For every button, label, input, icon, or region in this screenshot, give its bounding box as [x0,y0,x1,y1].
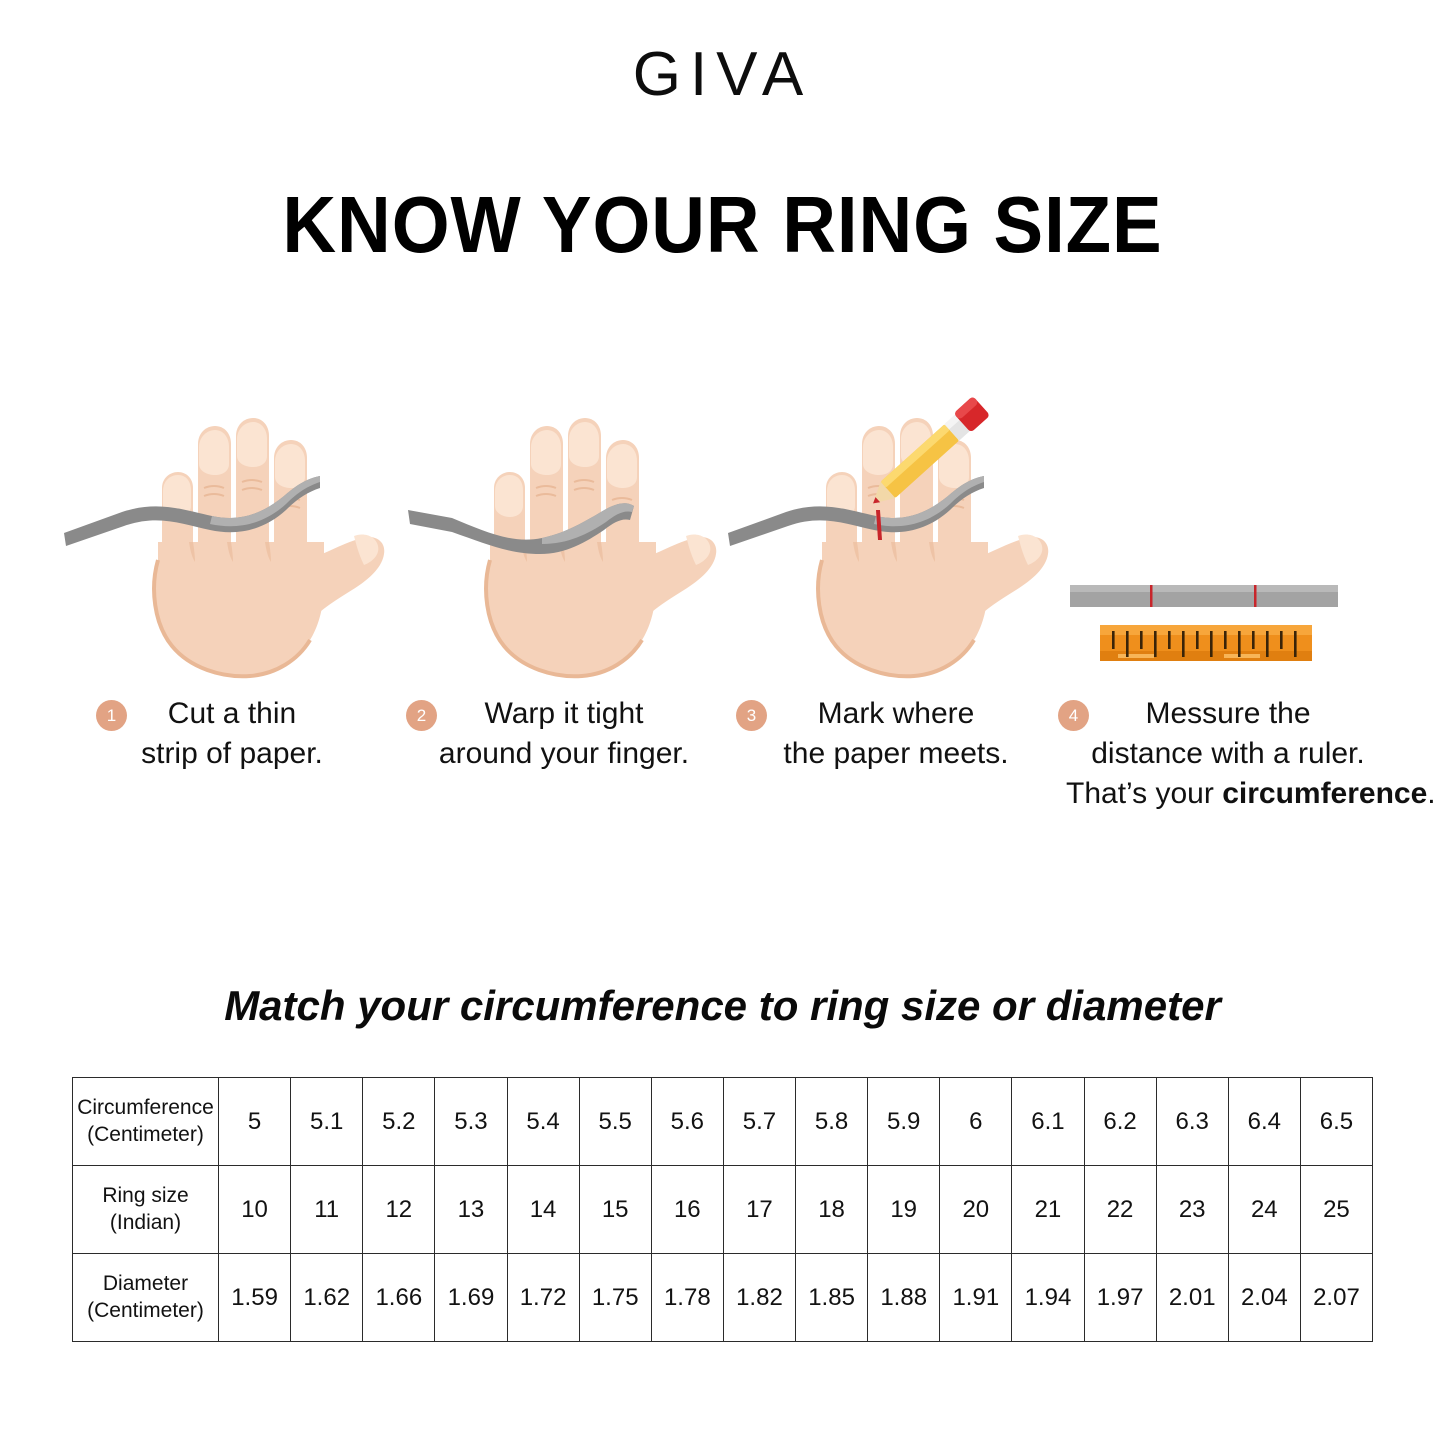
row-label-circumference-line2: (Centimeter) [87,1122,204,1146]
cell-diameter-3: 1.69 [434,1253,508,1342]
step-3-line-2: the paper meets. [783,736,1009,770]
cell-ring-size-9: 19 [867,1165,941,1254]
row-label-ring-size-line2: (Indian) [109,1210,182,1234]
cell-ring-size-5: 15 [578,1165,652,1254]
cell-diameter-14: 2.04 [1227,1253,1301,1342]
cell-diameter-5: 1.75 [578,1253,652,1342]
cell-circumference-5: 5.5 [578,1077,652,1166]
hand-with-pencil-mark-illustration [726,392,1058,684]
cell-diameter-15: 2.07 [1299,1253,1374,1342]
step-3-caption: 3 Mark where the paper meets. [726,694,1058,774]
row-label-ring-size-line1: Ring size [102,1183,189,1207]
hand-with-wrapped-strip-illustration [394,392,726,684]
cell-circumference-9: 5.9 [867,1077,941,1166]
step-3-badge: 3 [736,700,767,731]
step-2-badge: 2 [406,700,437,731]
cell-diameter-11: 1.94 [1011,1253,1085,1342]
step-2-line-2: around your finger. [438,736,690,770]
cell-circumference-12: 6.2 [1083,1077,1157,1166]
cell-diameter-2: 1.66 [362,1253,436,1342]
step-2-caption: 2 Warp it tight around your finger. [394,694,726,774]
cell-ring-size-11: 21 [1011,1165,1085,1254]
step-2: 2 Warp it tight around your finger. [394,392,726,774]
cell-circumference-8: 5.8 [794,1077,869,1166]
step-1: 1 Cut a thin strip of paper. [62,392,394,774]
table-body: Circumference (Centimeter) 5 5.1 5.2 5.3… [72,1077,1374,1342]
cell-ring-size-8: 18 [794,1165,869,1254]
cell-circumference-11: 6.1 [1011,1077,1085,1166]
hand-with-paper-strip-illustration [62,392,394,684]
step-1-badge: 1 [96,700,127,731]
step-3-line-1: Mark where [817,697,975,730]
row-label-circumference: Circumference (Centimeter) [72,1077,219,1166]
cell-circumference-2: 5.2 [362,1077,436,1166]
cell-ring-size-3: 13 [434,1165,508,1254]
cell-circumference-4: 5.4 [506,1077,580,1166]
cell-ring-size-7: 17 [722,1165,797,1254]
step-4-line-1: Messure the [1145,697,1311,730]
step-1-caption: 1 Cut a thin strip of paper. [62,694,394,774]
cell-diameter-8: 1.85 [794,1253,869,1342]
row-label-diameter-line1: Diameter [102,1271,189,1295]
row-label-circumference-line1: Circumference [77,1095,214,1119]
cell-circumference-7: 5.7 [722,1077,797,1166]
cell-ring-size-1: 11 [290,1165,364,1254]
cell-circumference-13: 6.3 [1155,1077,1229,1166]
cell-ring-size-2: 12 [362,1165,436,1254]
steps-row: 1 Cut a thin strip of paper. [62,392,1436,814]
table-row-circumference: Circumference (Centimeter) 5 5.1 5.2 5.3… [72,1077,1374,1166]
cell-diameter-1: 1.62 [290,1253,364,1342]
cell-diameter-6: 1.78 [650,1253,724,1342]
cell-diameter-0: 1.59 [217,1253,292,1342]
cell-ring-size-4: 14 [506,1165,580,1254]
cell-circumference-6: 5.6 [650,1077,724,1166]
cell-circumference-15: 6.5 [1299,1077,1374,1166]
cell-diameter-12: 1.97 [1083,1253,1157,1342]
cell-ring-size-0: 10 [217,1165,292,1254]
cell-ring-size-14: 24 [1227,1165,1301,1254]
row-label-diameter: Diameter (Centimeter) [72,1253,219,1342]
cell-diameter-9: 1.88 [867,1253,941,1342]
circumference-emphasis: circumference [1222,776,1428,810]
cell-diameter-4: 1.72 [506,1253,580,1342]
strip-and-ruler-illustration [1058,392,1390,684]
page-title: KNOW YOUR RING SIZE [282,180,1163,269]
cell-ring-size-6: 16 [650,1165,724,1254]
step-4: 4 Messure the distance with a ruler. Tha… [1058,392,1436,814]
cell-ring-size-15: 25 [1299,1165,1374,1254]
step-4-caption: 4 Messure the distance with a ruler. Tha… [1058,694,1436,814]
step-4-badge: 4 [1058,700,1089,731]
cell-circumference-1: 5.1 [290,1077,364,1166]
step-2-line-1: Warp it tight [484,697,644,730]
row-label-diameter-line2: (Centimeter) [87,1298,204,1322]
step-1-line-2: strip of paper. [141,736,323,770]
step-1-line-1: Cut a thin [167,697,297,730]
step-4-line-3-prefix: That’s your [1066,776,1223,810]
cell-ring-size-12: 22 [1083,1165,1157,1254]
cell-circumference-14: 6.4 [1227,1077,1301,1166]
step-4-line-3-suffix: . [1427,776,1436,810]
ring-size-table: Circumference (Centimeter) 5 5.1 5.2 5.3… [72,1077,1374,1342]
step-3: 3 Mark where the paper meets. [726,392,1058,774]
table-subtitle: Match your circumference to ring size or… [224,982,1221,1029]
cell-diameter-10: 1.91 [939,1253,1013,1342]
cell-circumference-10: 6 [939,1077,1013,1166]
cell-circumference-3: 5.3 [434,1077,508,1166]
cell-diameter-13: 2.01 [1155,1253,1229,1342]
table-row-diameter: Diameter (Centimeter) 1.59 1.62 1.66 1.6… [72,1253,1374,1342]
cell-ring-size-10: 20 [939,1165,1013,1254]
cell-circumference-0: 5 [217,1077,292,1166]
cell-diameter-7: 1.82 [722,1253,797,1342]
cell-ring-size-13: 23 [1155,1165,1229,1254]
step-4-line-2: distance with a ruler. [1091,736,1365,770]
step-4-line-3: That’s your circumference. [1066,774,1436,814]
table-row-ring-size: Ring size (Indian) 10 11 12 13 14 15 16 … [72,1165,1374,1254]
brand-logo: GIVA [632,40,813,109]
row-label-ring-size: Ring size (Indian) [72,1165,219,1254]
